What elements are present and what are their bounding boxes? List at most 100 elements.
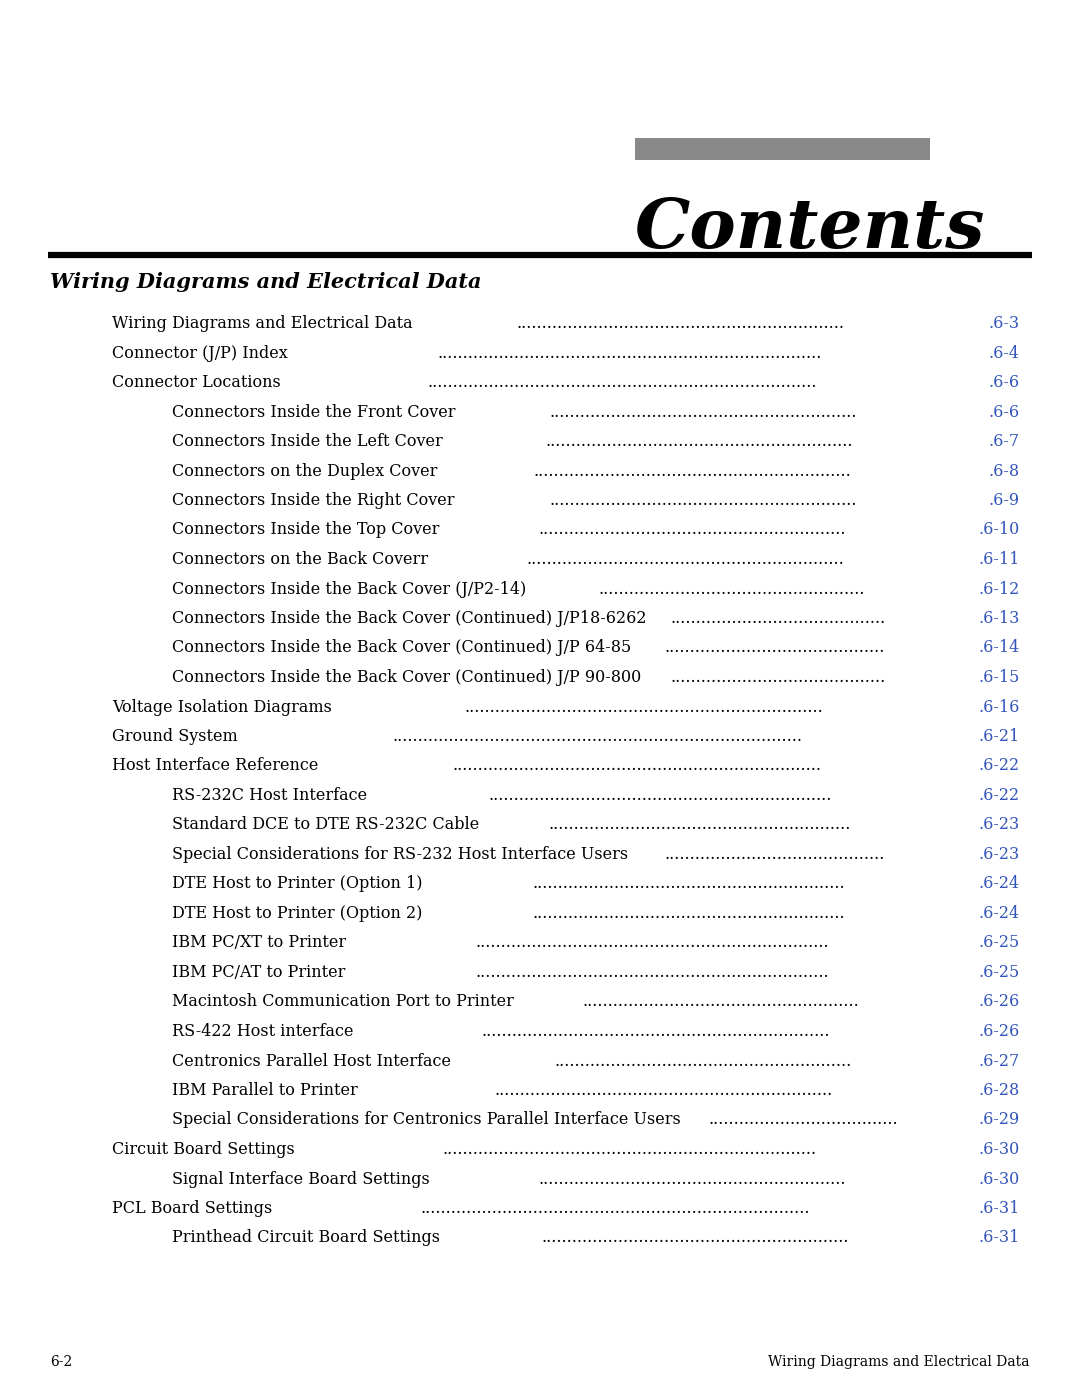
Text: Macintosh Communication Port to Printer: Macintosh Communication Port to Printer [172, 993, 514, 1010]
Text: ......................................................................: ........................................… [464, 698, 823, 715]
Text: DTE Host to Printer (Option 1): DTE Host to Printer (Option 1) [172, 876, 422, 893]
Text: Wiring Diagrams and Electrical Data: Wiring Diagrams and Electrical Data [112, 314, 413, 332]
Text: Connectors Inside the Left Cover: Connectors Inside the Left Cover [172, 433, 443, 450]
Text: .6-23: .6-23 [978, 816, 1020, 834]
Text: Connectors Inside the Back Cover (J/P2-14): Connectors Inside the Back Cover (J/P2-1… [172, 581, 526, 598]
Text: Wiring Diagrams and Electrical Data: Wiring Diagrams and Electrical Data [769, 1355, 1030, 1369]
Text: .6-6: .6-6 [989, 374, 1020, 391]
Text: Connector Locations: Connector Locations [112, 374, 281, 391]
Text: .6-16: .6-16 [978, 698, 1020, 715]
Bar [635, 138, 930, 161]
Text: Connectors Inside the Back Cover (Continued) J/P18-6262: Connectors Inside the Back Cover (Contin… [172, 610, 647, 627]
Text: Ground System: Ground System [112, 728, 238, 745]
Text: ............................................................: ........................................… [538, 1171, 846, 1187]
Text: Circuit Board Settings: Circuit Board Settings [112, 1141, 295, 1158]
Text: ............................................................: ........................................… [538, 521, 846, 538]
Text: IBM PC/XT to Printer: IBM PC/XT to Printer [172, 935, 346, 951]
Text: Special Considerations for RS-232 Host Interface Users: Special Considerations for RS-232 Host I… [172, 847, 629, 863]
Text: .6-6: .6-6 [989, 404, 1020, 420]
Text: ............................................................................: ........................................… [420, 1200, 810, 1217]
Text: .6-26: .6-26 [978, 993, 1020, 1010]
Text: .6-13: .6-13 [978, 610, 1020, 627]
Text: .6-24: .6-24 [978, 876, 1020, 893]
Text: ............................................................................: ........................................… [428, 374, 818, 391]
Text: ......................................................: ........................................… [582, 993, 860, 1010]
Text: .6-28: .6-28 [978, 1083, 1020, 1099]
Text: .6-24: .6-24 [978, 905, 1020, 922]
Text: .6-25: .6-25 [978, 964, 1020, 981]
Text: .6-15: .6-15 [978, 669, 1020, 686]
Text: ...................................................................: ........................................… [488, 787, 832, 805]
Text: Connectors Inside the Back Cover (Continued) J/P 64-85: Connectors Inside the Back Cover (Contin… [172, 640, 631, 657]
Text: Centronics Parallel Host Interface: Centronics Parallel Host Interface [172, 1052, 451, 1070]
Text: ............................................................: ........................................… [549, 404, 856, 420]
Text: IBM Parallel to Printer: IBM Parallel to Printer [172, 1083, 357, 1099]
Text: Connectors on the Duplex Cover: Connectors on the Duplex Cover [172, 462, 437, 479]
Text: ...........................................................: ........................................… [549, 816, 850, 834]
Text: 6-2: 6-2 [50, 1355, 72, 1369]
Text: ..........................................: ........................................… [671, 669, 886, 686]
Text: .6-22: .6-22 [978, 787, 1020, 805]
Text: .6-4: .6-4 [989, 345, 1020, 362]
Text: .6-8: .6-8 [989, 462, 1020, 479]
Text: Host Interface Reference: Host Interface Reference [112, 757, 319, 774]
Text: Voltage Isolation Diagrams: Voltage Isolation Diagrams [112, 698, 332, 715]
Text: Connector (J/P) Index: Connector (J/P) Index [112, 345, 287, 362]
Text: ....................................................: ........................................… [598, 581, 865, 598]
Text: Connectors Inside the Front Cover: Connectors Inside the Front Cover [172, 404, 456, 420]
Text: ........................................................................: ........................................… [453, 757, 822, 774]
Text: .6-22: .6-22 [978, 757, 1020, 774]
Text: .............................................................: ........................................… [532, 876, 845, 893]
Text: Connectors Inside the Right Cover: Connectors Inside the Right Cover [172, 492, 455, 509]
Text: Connectors Inside the Back Cover (Continued) J/P 90-800: Connectors Inside the Back Cover (Contin… [172, 669, 642, 686]
Text: .6-25: .6-25 [978, 935, 1020, 951]
Text: .....................................................................: ........................................… [475, 964, 829, 981]
Text: .6-27: .6-27 [978, 1052, 1020, 1070]
Text: .6-21: .6-21 [978, 728, 1020, 745]
Text: Printhead Circuit Board Settings: Printhead Circuit Board Settings [172, 1229, 440, 1246]
Text: ..............................................................: ........................................… [534, 462, 851, 479]
Text: ..........................................: ........................................… [671, 610, 886, 627]
Text: ...........................................: ........................................… [664, 640, 886, 657]
Text: .6-31: .6-31 [978, 1229, 1020, 1246]
Text: .6-29: .6-29 [978, 1112, 1020, 1129]
Text: ..................................................................: ........................................… [495, 1083, 833, 1099]
Text: ...........................................: ........................................… [664, 847, 886, 863]
Text: Contents: Contents [635, 196, 985, 263]
Text: .6-7: .6-7 [989, 433, 1020, 450]
Text: Standard DCE to DTE RS-232C Cable: Standard DCE to DTE RS-232C Cable [172, 816, 480, 834]
Text: .6-11: .6-11 [978, 550, 1020, 569]
Text: ................................................................................: ........................................… [392, 728, 802, 745]
Text: .6-9: .6-9 [989, 492, 1020, 509]
Text: RS-232C Host Interface: RS-232C Host Interface [172, 787, 367, 805]
Text: .6-30: .6-30 [978, 1141, 1020, 1158]
Text: DTE Host to Printer (Option 2): DTE Host to Printer (Option 2) [172, 905, 422, 922]
Text: .6-30: .6-30 [978, 1171, 1020, 1187]
Text: .6-12: .6-12 [978, 581, 1020, 598]
Text: Connectors on the Back Coverr: Connectors on the Back Coverr [172, 550, 428, 569]
Text: .6-26: .6-26 [978, 1023, 1020, 1039]
Text: .............................................................: ........................................… [532, 905, 845, 922]
Text: .........................................................................: ........................................… [443, 1141, 816, 1158]
Text: ..........................................................: ........................................… [554, 1052, 851, 1070]
Text: .6-31: .6-31 [978, 1200, 1020, 1217]
Text: PCL Board Settings: PCL Board Settings [112, 1200, 272, 1217]
Text: ..............................................................: ........................................… [526, 550, 843, 569]
Text: RS-422 Host interface: RS-422 Host interface [172, 1023, 353, 1039]
Text: Signal Interface Board Settings: Signal Interface Board Settings [172, 1171, 430, 1187]
Text: ....................................................................: ........................................… [482, 1023, 831, 1039]
Text: .....................................................................: ........................................… [475, 935, 829, 951]
Text: .6-10: .6-10 [978, 521, 1020, 538]
Text: ................................................................: ........................................… [516, 314, 845, 332]
Text: ...........................................................................: ........................................… [437, 345, 822, 362]
Text: .6-3: .6-3 [989, 314, 1020, 332]
Text: Wiring Diagrams and Electrical Data: Wiring Diagrams and Electrical Data [50, 272, 482, 292]
Text: Special Considerations for Centronics Parallel Interface Users: Special Considerations for Centronics Pa… [172, 1112, 680, 1129]
Text: .6-14: .6-14 [978, 640, 1020, 657]
Text: .....................................: ..................................... [708, 1112, 899, 1129]
Text: ............................................................: ........................................… [549, 492, 856, 509]
Text: .6-23: .6-23 [978, 847, 1020, 863]
Text: IBM PC/AT to Printer: IBM PC/AT to Printer [172, 964, 346, 981]
Text: Connectors Inside the Top Cover: Connectors Inside the Top Cover [172, 521, 440, 538]
Text: ............................................................: ........................................… [545, 433, 853, 450]
